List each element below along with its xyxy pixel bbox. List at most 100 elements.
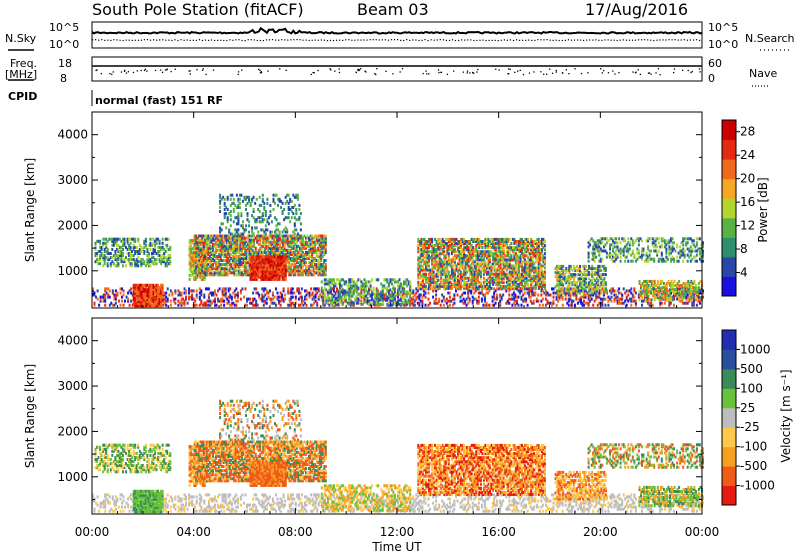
power-cell [158, 254, 161, 258]
power-cell [205, 273, 208, 277]
power-cell [244, 261, 246, 265]
power-cell [418, 284, 421, 288]
power-cell [300, 238, 303, 242]
power-cell [512, 295, 515, 299]
power-cell [331, 296, 334, 300]
power-cell [308, 236, 310, 240]
power-cell [404, 294, 407, 298]
power-cell [424, 295, 427, 299]
nsearch-point [375, 39, 377, 41]
power-cell [127, 299, 130, 303]
power-cell [274, 248, 277, 252]
power-cell [216, 261, 219, 265]
power-cell [195, 271, 198, 275]
power-cell [514, 295, 517, 299]
power-cell [365, 288, 367, 292]
power-cell [569, 297, 572, 301]
power-cell [274, 234, 277, 238]
nave-point [612, 70, 614, 72]
power-cell [102, 293, 105, 297]
power-cell [186, 301, 189, 305]
power-cell [281, 293, 284, 297]
nsearch-point [198, 39, 200, 41]
power-cell [129, 256, 132, 260]
power-cell [301, 250, 304, 254]
power-cell [193, 277, 196, 281]
power-cell [118, 250, 121, 253]
power-cell [240, 263, 243, 267]
power-cell [595, 297, 598, 301]
power-cell [258, 216, 261, 220]
power-cell [610, 291, 613, 295]
power-cell [433, 301, 436, 305]
power-cell [253, 250, 256, 254]
power-cell [288, 250, 291, 254]
power-cell [195, 267, 198, 271]
power-cell [114, 256, 117, 260]
power-cell [525, 297, 528, 301]
power-cell [262, 303, 265, 307]
power-cell [216, 257, 219, 260]
power-cell [122, 260, 124, 264]
power-cell [114, 239, 117, 243]
station-title: South Pole Station (fitACF) [92, 0, 304, 19]
power-cell [294, 295, 297, 299]
power-cell [296, 289, 299, 293]
power-cell [249, 257, 252, 261]
power-cell [207, 293, 210, 297]
power-cell [339, 292, 342, 296]
power-cell [135, 245, 138, 249]
power-cell [377, 292, 380, 296]
power-cell [514, 293, 517, 297]
power-cell [199, 257, 202, 260]
power-cell [392, 292, 395, 296]
power-cell [240, 232, 243, 236]
nsearch-point [412, 39, 414, 41]
power-cell [263, 248, 266, 252]
power-cell [274, 201, 276, 205]
power-cell [628, 289, 631, 293]
power-cell [223, 203, 226, 207]
power-cell [311, 259, 314, 262]
power-cell [161, 237, 164, 241]
power-cell [152, 241, 155, 245]
power-cell [215, 265, 217, 269]
power-cell [322, 291, 325, 295]
power-cell [409, 288, 412, 292]
power-cell [549, 301, 552, 305]
power-cell [274, 246, 277, 250]
power-cell [221, 263, 224, 267]
nave-point [357, 69, 359, 71]
power-cell [205, 246, 208, 250]
power-cell [309, 238, 312, 242]
power-cell [558, 295, 561, 299]
power-cell [259, 240, 262, 244]
power-cell [301, 246, 304, 250]
power-cell [205, 263, 208, 267]
power-cell [258, 267, 261, 271]
nsearch-point [537, 39, 539, 41]
power-cell [557, 295, 560, 299]
power-cell [286, 228, 289, 232]
power-cell [137, 250, 140, 253]
power-cell [528, 289, 531, 293]
nsearch-point [107, 39, 109, 41]
nsearch-point [470, 39, 472, 41]
power-cell [317, 267, 320, 271]
power-cell [272, 208, 275, 211]
power-cell [191, 261, 194, 265]
power-cell [286, 244, 289, 248]
power-cell [630, 291, 633, 295]
power-cell [394, 290, 396, 294]
power-cell [283, 271, 286, 275]
power-cell [277, 228, 279, 232]
nave-point [607, 72, 610, 74]
power-cell [251, 263, 254, 267]
power-cell [326, 280, 329, 284]
power-cell [274, 255, 276, 259]
power-cell [205, 234, 208, 238]
power-cell [255, 301, 258, 305]
power-cell [205, 240, 208, 244]
nsearch-point [348, 39, 350, 41]
power-cell [157, 252, 160, 255]
